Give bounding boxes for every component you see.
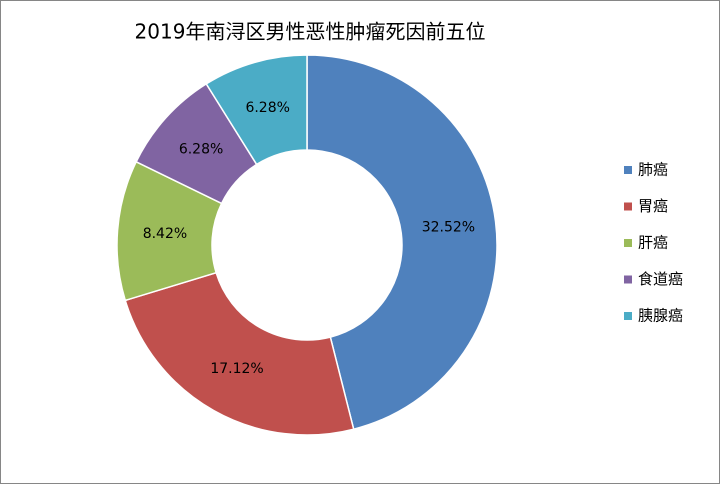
donut-slice: [205, 54, 308, 166]
legend-swatch: [624, 275, 632, 284]
donut-slice: [124, 271, 355, 436]
data-label: 6.28%: [179, 142, 223, 158]
legend-swatch: [624, 166, 632, 174]
legend-label: 肺癌: [638, 161, 668, 179]
data-label: 17.12%: [210, 361, 263, 377]
legend-swatch: [624, 239, 632, 247]
donut-slice: [306, 54, 498, 431]
legend-label: 食道癌: [638, 270, 683, 288]
data-label: 6.28%: [245, 100, 289, 116]
chart-title: 2019年南浔区男性恶性肿瘤死因前五位: [135, 20, 486, 44]
legend-label: 胃癌: [638, 197, 668, 215]
data-label: 32.52%: [422, 219, 475, 235]
legend-label: 胰腺癌: [638, 307, 683, 325]
legend-label: 肝癌: [638, 234, 668, 252]
data-label: 8.42%: [143, 226, 187, 242]
legend-swatch: [624, 202, 632, 211]
legend-swatch: [624, 312, 632, 320]
